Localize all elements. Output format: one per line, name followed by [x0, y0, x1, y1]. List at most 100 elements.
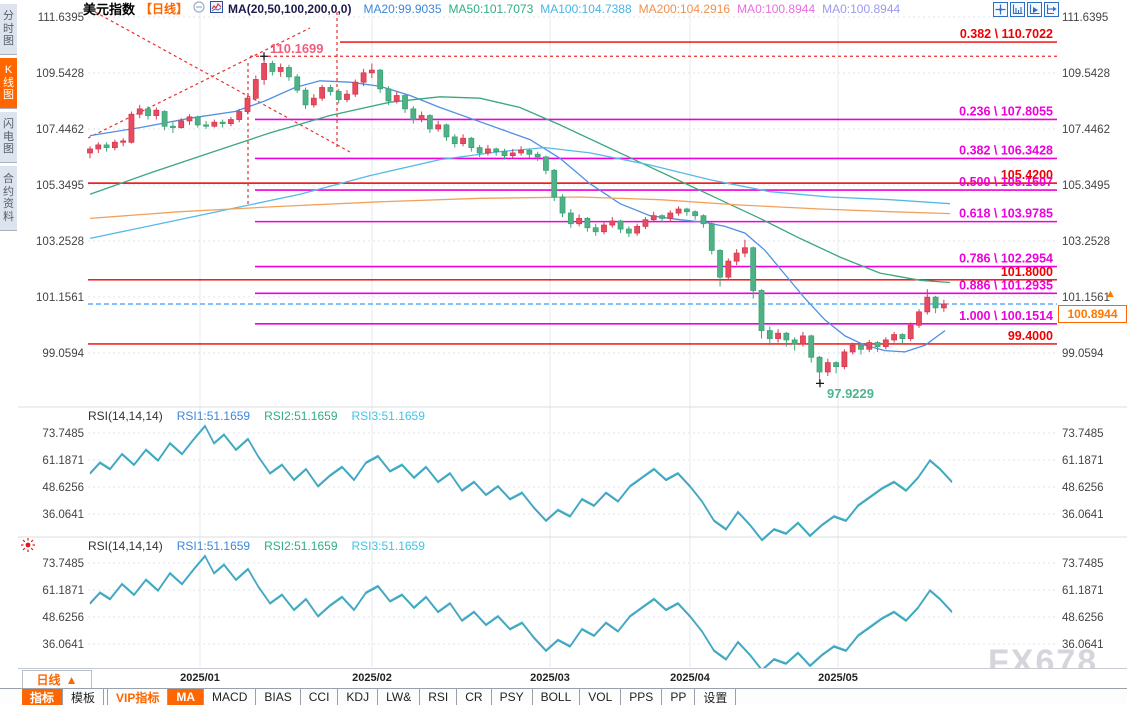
indicator-tab-CCI[interactable]: CCI	[301, 689, 339, 705]
svg-text:109.5428: 109.5428	[36, 68, 84, 80]
current-price-tag: 100.8944	[1058, 305, 1127, 323]
indicator-tab-指标[interactable]: 指标	[22, 689, 64, 705]
svg-text:61.1871: 61.1871	[42, 455, 84, 467]
svg-text:101.1561: 101.1561	[36, 292, 84, 304]
svg-text:0.618 \ 103.9785: 0.618 \ 103.9785	[959, 207, 1053, 221]
indicator-tab-MA[interactable]: MA	[168, 689, 205, 705]
mini-chart-icon[interactable]	[210, 1, 224, 16]
svg-text:73.7485: 73.7485	[42, 428, 84, 440]
svg-text:111.6395: 111.6395	[1062, 12, 1108, 24]
ma-legend-item-3: MA100:104.7388	[540, 1, 632, 16]
xaxis-label-1: 2025/01	[180, 672, 220, 684]
svg-text:48.6256: 48.6256	[1062, 612, 1104, 624]
svg-text:101.1561: 101.1561	[1062, 292, 1110, 304]
level-lines: 0.382 \ 110.7022 0.236 \ 107.8055 0.382 \ …	[88, 27, 1057, 345]
svg-text:36.0641: 36.0641	[42, 509, 84, 521]
axis-zoom-icon[interactable]	[1010, 2, 1025, 17]
symbol-name: 美元指数	[83, 2, 136, 17]
period-tag: 【日线】	[140, 2, 189, 16]
ma-legend-item-2: MA50:101.7073	[448, 1, 534, 16]
svg-text:109.5428: 109.5428	[1062, 68, 1110, 80]
candlesticks	[87, 56, 947, 384]
svg-text:48.6256: 48.6256	[1062, 482, 1104, 494]
sidebar-tab-4[interactable]: 合 约 资 料	[0, 166, 17, 231]
chart-toolbar-icons	[993, 2, 1059, 17]
ma-legend-item-1: MA20:99.9035	[363, 1, 442, 16]
rsi-pane1-header: RSI(14,14,14) RSI1:51.1659 RSI2:51.1659 RSI…	[88, 409, 425, 423]
axis-play-icon[interactable]	[1027, 2, 1042, 17]
rsi-formula-label: RSI(14,14,14)	[88, 409, 163, 423]
xaxis-row: 日线 ▲ 2025/01 2025/02 2025/03 2025/04 2025/05	[18, 668, 1127, 689]
price-annotations: 110.1699 97.9229	[260, 41, 874, 401]
indicator-tab-PPS[interactable]: PPS	[621, 689, 663, 705]
indicator-tab-LW&[interactable]: LW&	[378, 689, 421, 705]
indicator-tab-设置[interactable]: 设置	[695, 689, 737, 705]
sidebar-tab-1[interactable]: 分 时 图	[0, 4, 17, 55]
alert-icon[interactable]	[20, 537, 36, 558]
svg-text:111.6395: 111.6395	[38, 12, 84, 24]
xaxis-label-3: 2025/03	[530, 672, 570, 684]
indicator-tab-RSI[interactable]: RSI	[420, 689, 458, 705]
rsi-pane2-header: RSI(14,14,14) RSI1:51.1659 RSI2:51.1659 RSI…	[88, 539, 425, 553]
rsi-value-2: RSI2:51.1659	[264, 539, 338, 553]
indicator-tab-PP[interactable]: PP	[662, 689, 696, 705]
collapse-indicator-icon[interactable]	[193, 1, 205, 16]
sidebar-tab-2[interactable]: K 线 图	[0, 58, 17, 109]
svg-text:103.2528: 103.2528	[1062, 236, 1110, 248]
ma-legend-item-4: MA200:104.2916	[638, 1, 731, 16]
svg-text:101.8000: 101.8000	[1001, 265, 1053, 279]
svg-text:110.1699: 110.1699	[270, 41, 324, 56]
rsi-formula-label: RSI(14,14,14)	[88, 539, 163, 553]
ma-legend: MA20:99.9035 MA50:101.7073 MA100:104.7388 M…	[356, 2, 900, 16]
xaxis-label-2: 2025/02	[352, 672, 392, 684]
timeframe-label: 日线	[36, 673, 61, 687]
indicator-tab-VOL[interactable]: VOL	[580, 689, 622, 705]
svg-text:73.7485: 73.7485	[42, 558, 84, 570]
indicator-tab-BIAS[interactable]: BIAS	[256, 689, 301, 705]
sidebar-tab-3[interactable]: 闪 电 图	[0, 112, 17, 163]
chart-header: 美元指数 【日线】 MA(20,50,100,200,0,0) MA20:99.…	[83, 0, 900, 17]
svg-text:61.1871: 61.1871	[1062, 585, 1104, 597]
ma-lines	[89, 80, 951, 353]
indicator-tab-MACD[interactable]: MACD	[204, 689, 257, 705]
indicator-tab-模板[interactable]: 模板	[63, 689, 105, 705]
rsi-panes	[89, 424, 953, 668]
indicator-tab-PSY[interactable]: PSY	[492, 689, 533, 705]
rsi-value-3: RSI3:51.1659	[351, 539, 425, 553]
trend-lines	[87, 11, 1057, 205]
svg-text:105.3495: 105.3495	[36, 180, 84, 192]
svg-text:0.786 \ 102.2954: 0.786 \ 102.2954	[959, 252, 1053, 266]
svg-text:0.382 \ 106.3428: 0.382 \ 106.3428	[959, 143, 1053, 157]
svg-text:36.0641: 36.0641	[42, 639, 84, 651]
svg-text:61.1871: 61.1871	[42, 585, 84, 597]
crosshair-icon[interactable]	[993, 2, 1008, 17]
indicator-tab-BOLL[interactable]: BOLL	[533, 689, 581, 705]
svg-text:107.4462: 107.4462	[1062, 124, 1110, 136]
gridlines	[18, 12, 1127, 667]
svg-text:36.0641: 36.0641	[1062, 639, 1104, 651]
chart-type-sidebar: 分 时 图 K 线 图闪 电 图合 约 资 料	[0, 0, 18, 668]
svg-text:0.500 \ 105.1607: 0.500 \ 105.1607	[959, 175, 1053, 189]
svg-text:99.4000: 99.4000	[1008, 329, 1053, 343]
svg-text:0.236 \ 107.8055: 0.236 \ 107.8055	[959, 104, 1053, 118]
rsi-value-2: RSI2:51.1659	[264, 409, 338, 423]
timeframe-selector[interactable]: 日线 ▲	[22, 670, 92, 689]
xaxis-label-4: 2025/04	[670, 672, 710, 684]
svg-text:73.7485: 73.7485	[1062, 428, 1104, 440]
axis-labels: 111.6395 111.6395 109.5428 109.5428 107.4462…	[36, 12, 1110, 651]
rsi-value-3: RSI3:51.1659	[351, 409, 425, 423]
rsi-value-1: RSI1:51.1659	[176, 409, 251, 423]
price-chart-canvas[interactable]: 111.6395 111.6395 109.5428 109.5428 107.4462…	[0, 0, 1127, 668]
svg-text:0.886 \ 101.2935: 0.886 \ 101.2935	[959, 278, 1053, 292]
svg-text:107.4462: 107.4462	[36, 124, 84, 136]
svg-text:61.1871: 61.1871	[1062, 455, 1104, 467]
axis-shift-icon[interactable]	[1044, 2, 1059, 17]
svg-text:36.0641: 36.0641	[1062, 509, 1104, 521]
indicator-tab-KDJ[interactable]: KDJ	[338, 689, 379, 705]
rsi-value-1: RSI1:51.1659	[176, 539, 251, 553]
ma-formula-label: MA(20,50,100,200,0,0)	[228, 1, 352, 16]
svg-text:103.2528: 103.2528	[36, 236, 84, 248]
timeframe-dropdown-arrow-icon: ▲	[65, 672, 78, 687]
indicator-tab-CR[interactable]: CR	[457, 689, 492, 705]
indicator-tab-VIP指标[interactable]: VIP指标	[107, 689, 169, 705]
